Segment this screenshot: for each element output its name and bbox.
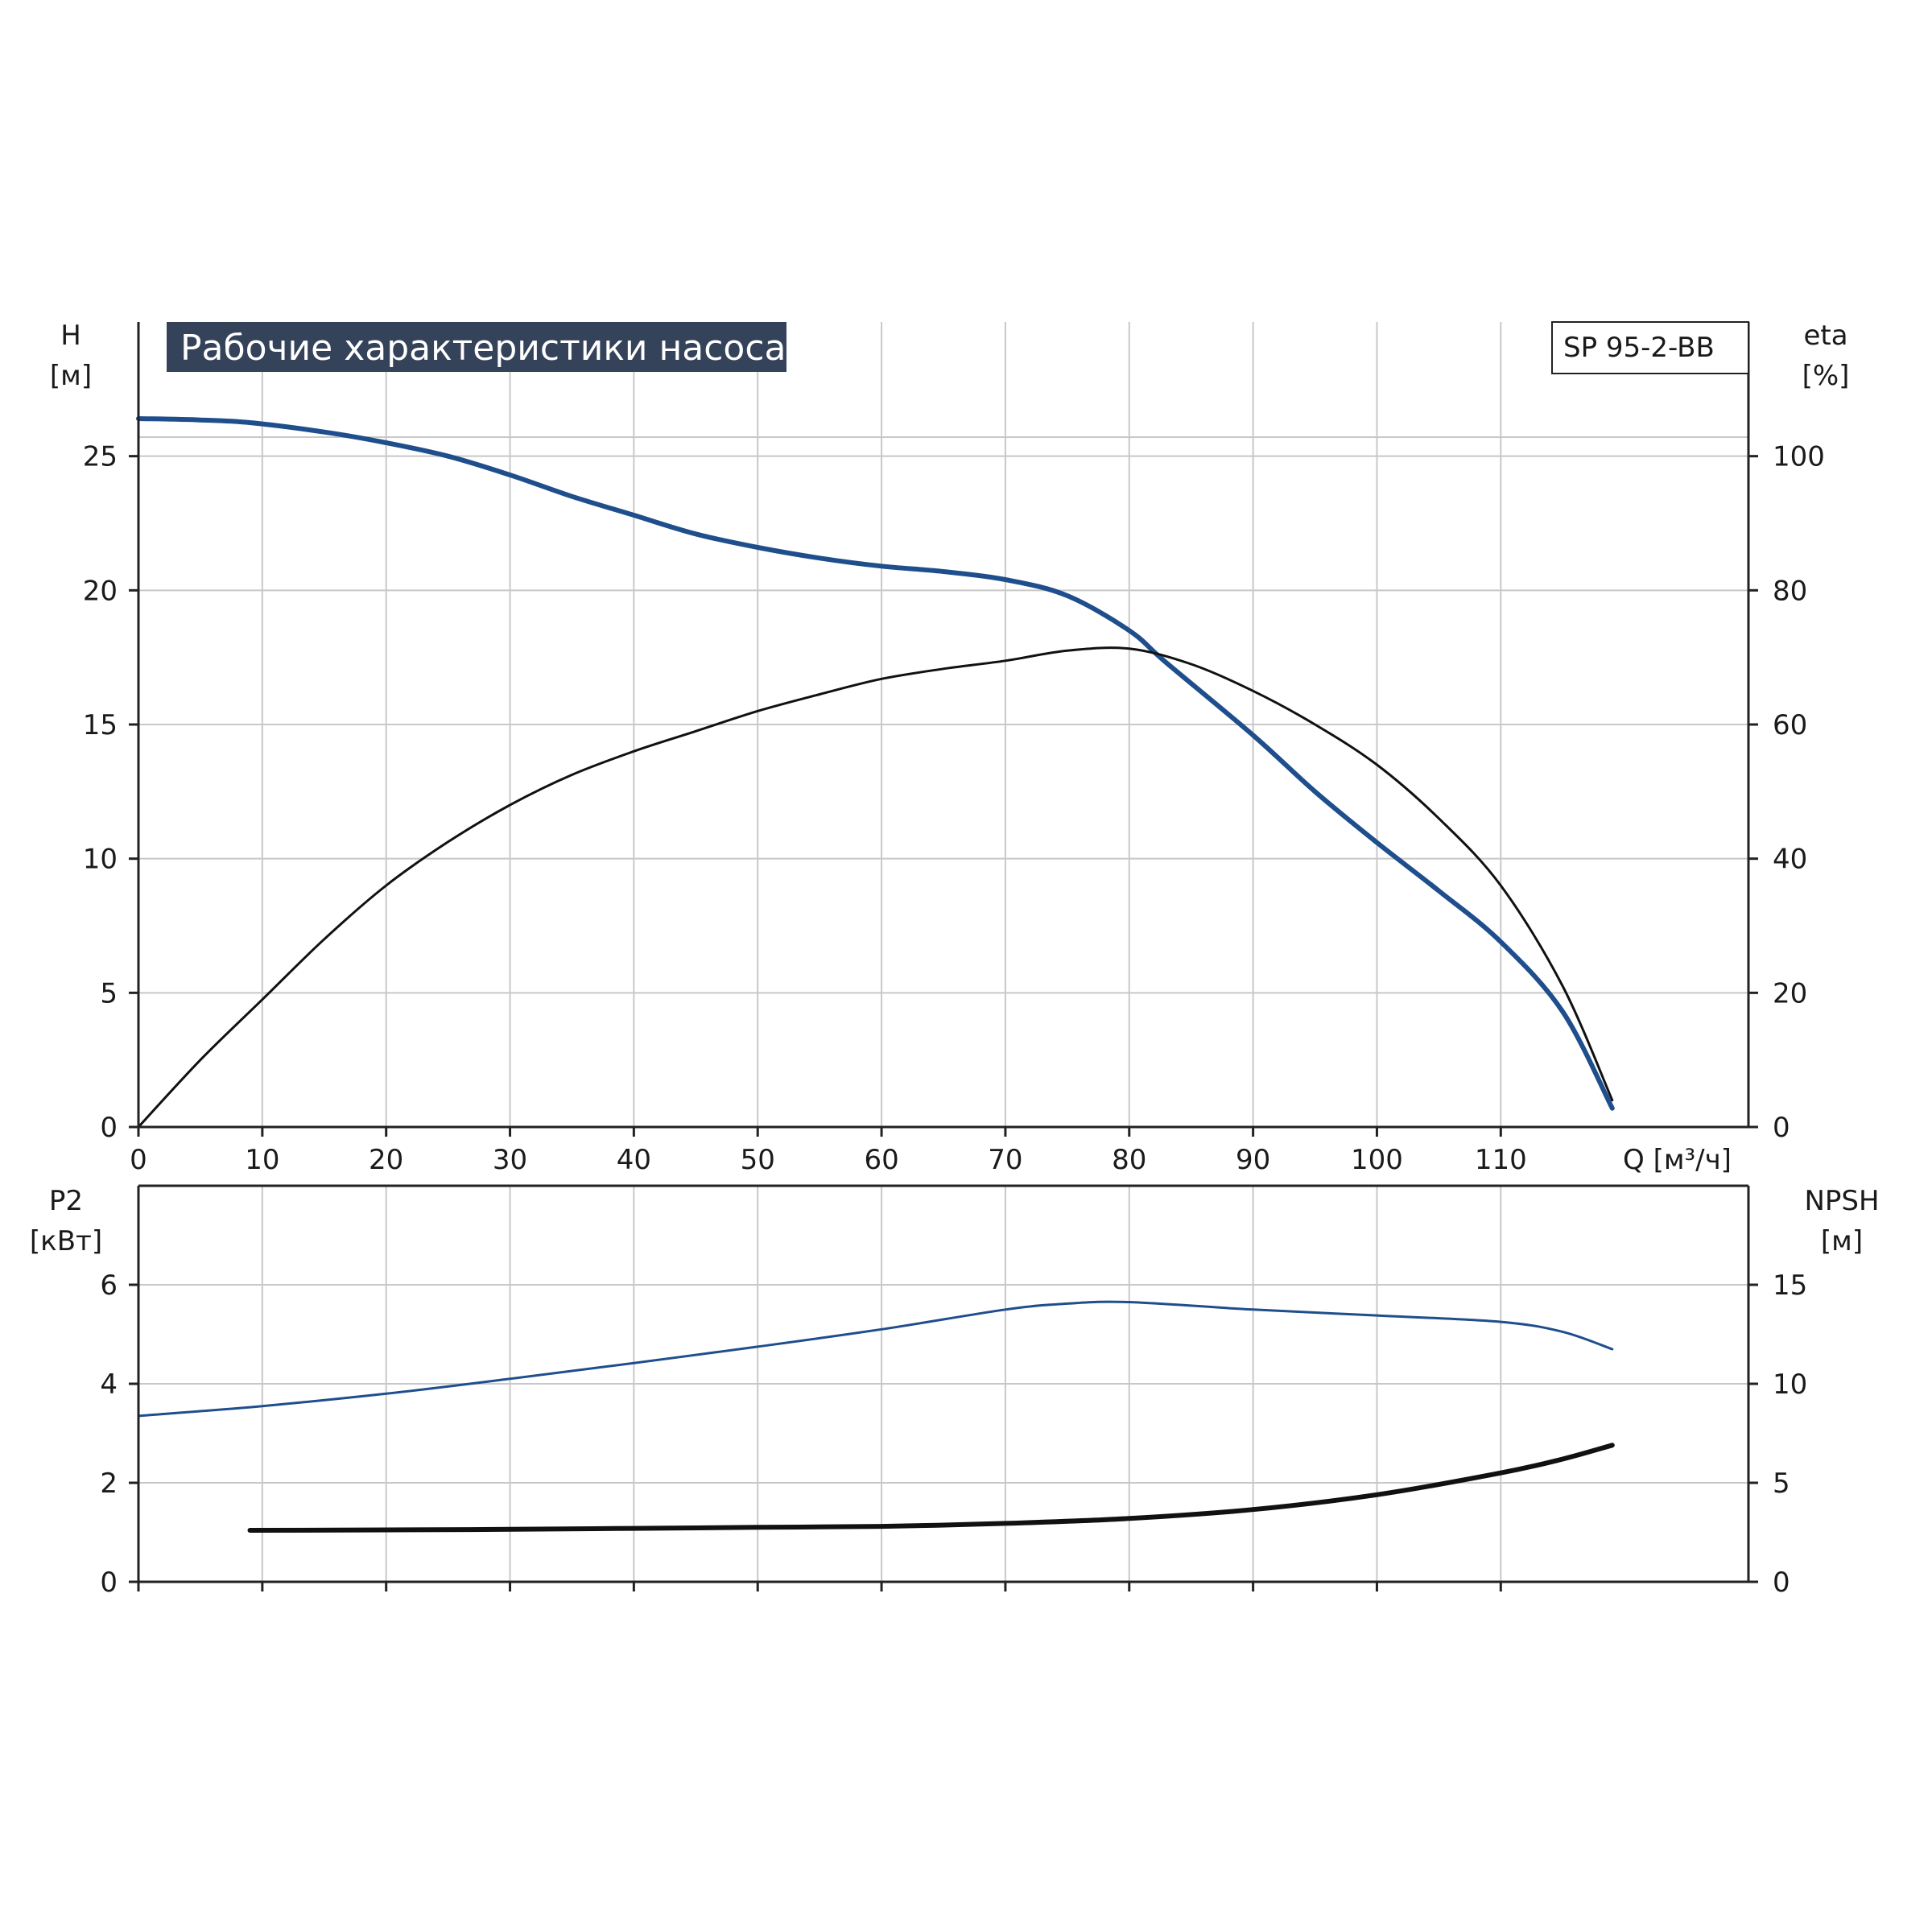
bottom-left-tick-label: 6 (100, 1269, 118, 1302)
x-tick-label: 30 (493, 1144, 527, 1176)
chart-title: Рабочие характеристики насоса (180, 328, 786, 369)
top-left-tick-label: 20 (83, 575, 118, 607)
x-tick-label: 40 (617, 1144, 651, 1176)
top-right-axis-title: eta (1803, 320, 1847, 352)
curve-layer (136, 416, 1615, 1533)
x-tick-label: 100 (1351, 1144, 1403, 1176)
bottom-right-tick-label: 0 (1773, 1567, 1790, 1599)
bottom-right-tick-label: 10 (1773, 1368, 1807, 1401)
top-left-tick-label: 5 (100, 977, 118, 1009)
top-right-tick-label: 80 (1773, 575, 1807, 607)
top-right-tick-label: 0 (1773, 1112, 1790, 1144)
bottom-left-axis-unit: [кВт] (30, 1225, 102, 1257)
top-left-tick-label: 0 (100, 1112, 118, 1144)
x-tick-label: 90 (1236, 1144, 1270, 1176)
bottom-left-tick-label: 2 (100, 1468, 118, 1500)
bottom-right-axis-unit: [м] (1821, 1225, 1863, 1257)
top-left-tick-label: 25 (83, 441, 118, 473)
x-tick-label: 50 (741, 1144, 775, 1176)
x-tick-label: 80 (1112, 1144, 1146, 1176)
bottom-left-tick-label: 0 (100, 1567, 118, 1599)
bottom-right-tick-label: 15 (1773, 1269, 1807, 1302)
model-box: SP 95-2-BB (1551, 321, 1749, 374)
top-series-0-curve (136, 416, 1615, 1111)
bottom-right-axis-title: NPSH (1804, 1185, 1879, 1217)
bottom-series-0-curve (137, 1300, 1614, 1418)
x-axis-label: Q [м³/ч] (1623, 1144, 1732, 1176)
top-right-axis-unit: [%] (1802, 360, 1850, 392)
top-left-tick-label: 10 (83, 844, 118, 876)
bottom-series-1-curve (247, 1443, 1615, 1533)
top-right-tick-label: 20 (1773, 977, 1807, 1009)
bottom-left-tick-label: 4 (100, 1368, 118, 1401)
bottom-left-axis-title: P2 (49, 1185, 83, 1217)
bottom-right-tick-label: 5 (1773, 1468, 1790, 1500)
top-right-tick-label: 60 (1773, 709, 1807, 741)
model-label: SP 95-2-BB (1563, 332, 1715, 364)
top-left-tick-label: 15 (83, 709, 118, 741)
x-tick-label: 20 (369, 1144, 403, 1176)
top-left-axis-title: H (60, 320, 81, 352)
x-tick-label: 60 (864, 1144, 898, 1176)
top-right-tick-label: 100 (1773, 441, 1825, 473)
top-right-tick-label: 40 (1773, 844, 1807, 876)
frame-layer (129, 322, 1758, 1591)
x-tick-label: 110 (1475, 1144, 1527, 1176)
title-box: Рабочие характеристики насоса (167, 322, 786, 372)
grid-layer (138, 322, 1748, 1582)
x-tick-label: 70 (988, 1144, 1022, 1176)
x-tick-label: 10 (245, 1144, 279, 1176)
top-series-1-curve (137, 646, 1614, 1129)
top-left-axis-unit: [м] (50, 360, 92, 392)
x-tick-label: 0 (130, 1144, 147, 1176)
